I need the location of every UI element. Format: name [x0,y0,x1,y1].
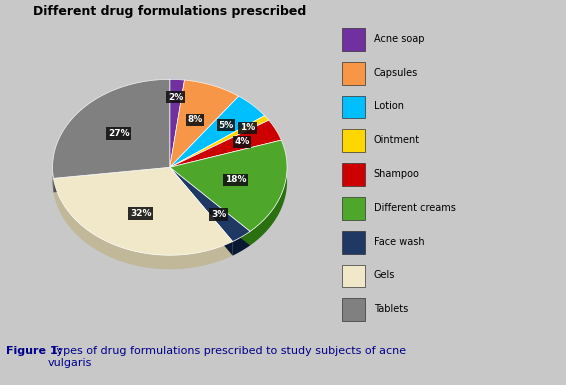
FancyBboxPatch shape [342,298,365,321]
Text: 4%: 4% [234,137,250,146]
Polygon shape [170,140,281,181]
Polygon shape [170,140,281,181]
FancyBboxPatch shape [342,163,365,186]
Polygon shape [170,116,265,181]
Polygon shape [170,120,269,181]
Polygon shape [170,80,185,181]
Text: Types of drug formulations prescribed to study subjects of acne
vulgaris: Types of drug formulations prescribed to… [48,346,406,368]
Polygon shape [185,80,239,110]
Text: 3%: 3% [211,210,226,219]
Text: Capsules: Capsules [374,68,418,78]
Text: 18%: 18% [225,176,246,184]
Polygon shape [170,167,250,246]
FancyBboxPatch shape [342,62,365,85]
Polygon shape [170,140,287,231]
Polygon shape [53,79,170,178]
FancyBboxPatch shape [342,96,365,119]
Polygon shape [170,116,265,181]
Text: 8%: 8% [187,116,203,124]
Polygon shape [170,80,239,167]
Polygon shape [53,167,233,255]
FancyBboxPatch shape [342,28,365,51]
Polygon shape [170,79,185,94]
Text: 27%: 27% [108,129,130,138]
Polygon shape [53,167,170,192]
Polygon shape [250,140,287,246]
Title: Different drug formulations prescribed: Different drug formulations prescribed [33,5,306,18]
Text: 32%: 32% [130,209,152,218]
Polygon shape [170,96,239,181]
Text: Ointment: Ointment [374,135,419,145]
Polygon shape [170,120,281,167]
Polygon shape [269,120,281,154]
Polygon shape [170,120,269,181]
Polygon shape [53,79,170,192]
Text: Figure 1:: Figure 1: [6,346,62,357]
Polygon shape [239,96,265,130]
Text: 1%: 1% [240,123,255,132]
Polygon shape [170,167,233,256]
Polygon shape [170,96,265,167]
Text: Gels: Gels [374,270,395,280]
Polygon shape [170,116,269,167]
Polygon shape [265,116,269,134]
Polygon shape [53,178,233,269]
Text: Face wash: Face wash [374,236,424,246]
Polygon shape [170,96,239,181]
Text: Tablets: Tablets [374,304,408,314]
Text: 5%: 5% [218,121,234,129]
Text: Acne soap: Acne soap [374,34,424,44]
Polygon shape [170,80,185,181]
Polygon shape [170,167,250,246]
Polygon shape [170,79,185,167]
Polygon shape [170,167,233,256]
FancyBboxPatch shape [342,129,365,152]
Text: Different creams: Different creams [374,203,456,213]
FancyBboxPatch shape [342,231,365,254]
Polygon shape [233,231,250,256]
FancyBboxPatch shape [342,197,365,220]
Text: Lotion: Lotion [374,101,404,111]
Polygon shape [53,167,170,192]
Text: 2%: 2% [168,93,183,102]
Polygon shape [170,167,250,241]
Text: Shampoo: Shampoo [374,169,419,179]
FancyBboxPatch shape [342,264,365,287]
